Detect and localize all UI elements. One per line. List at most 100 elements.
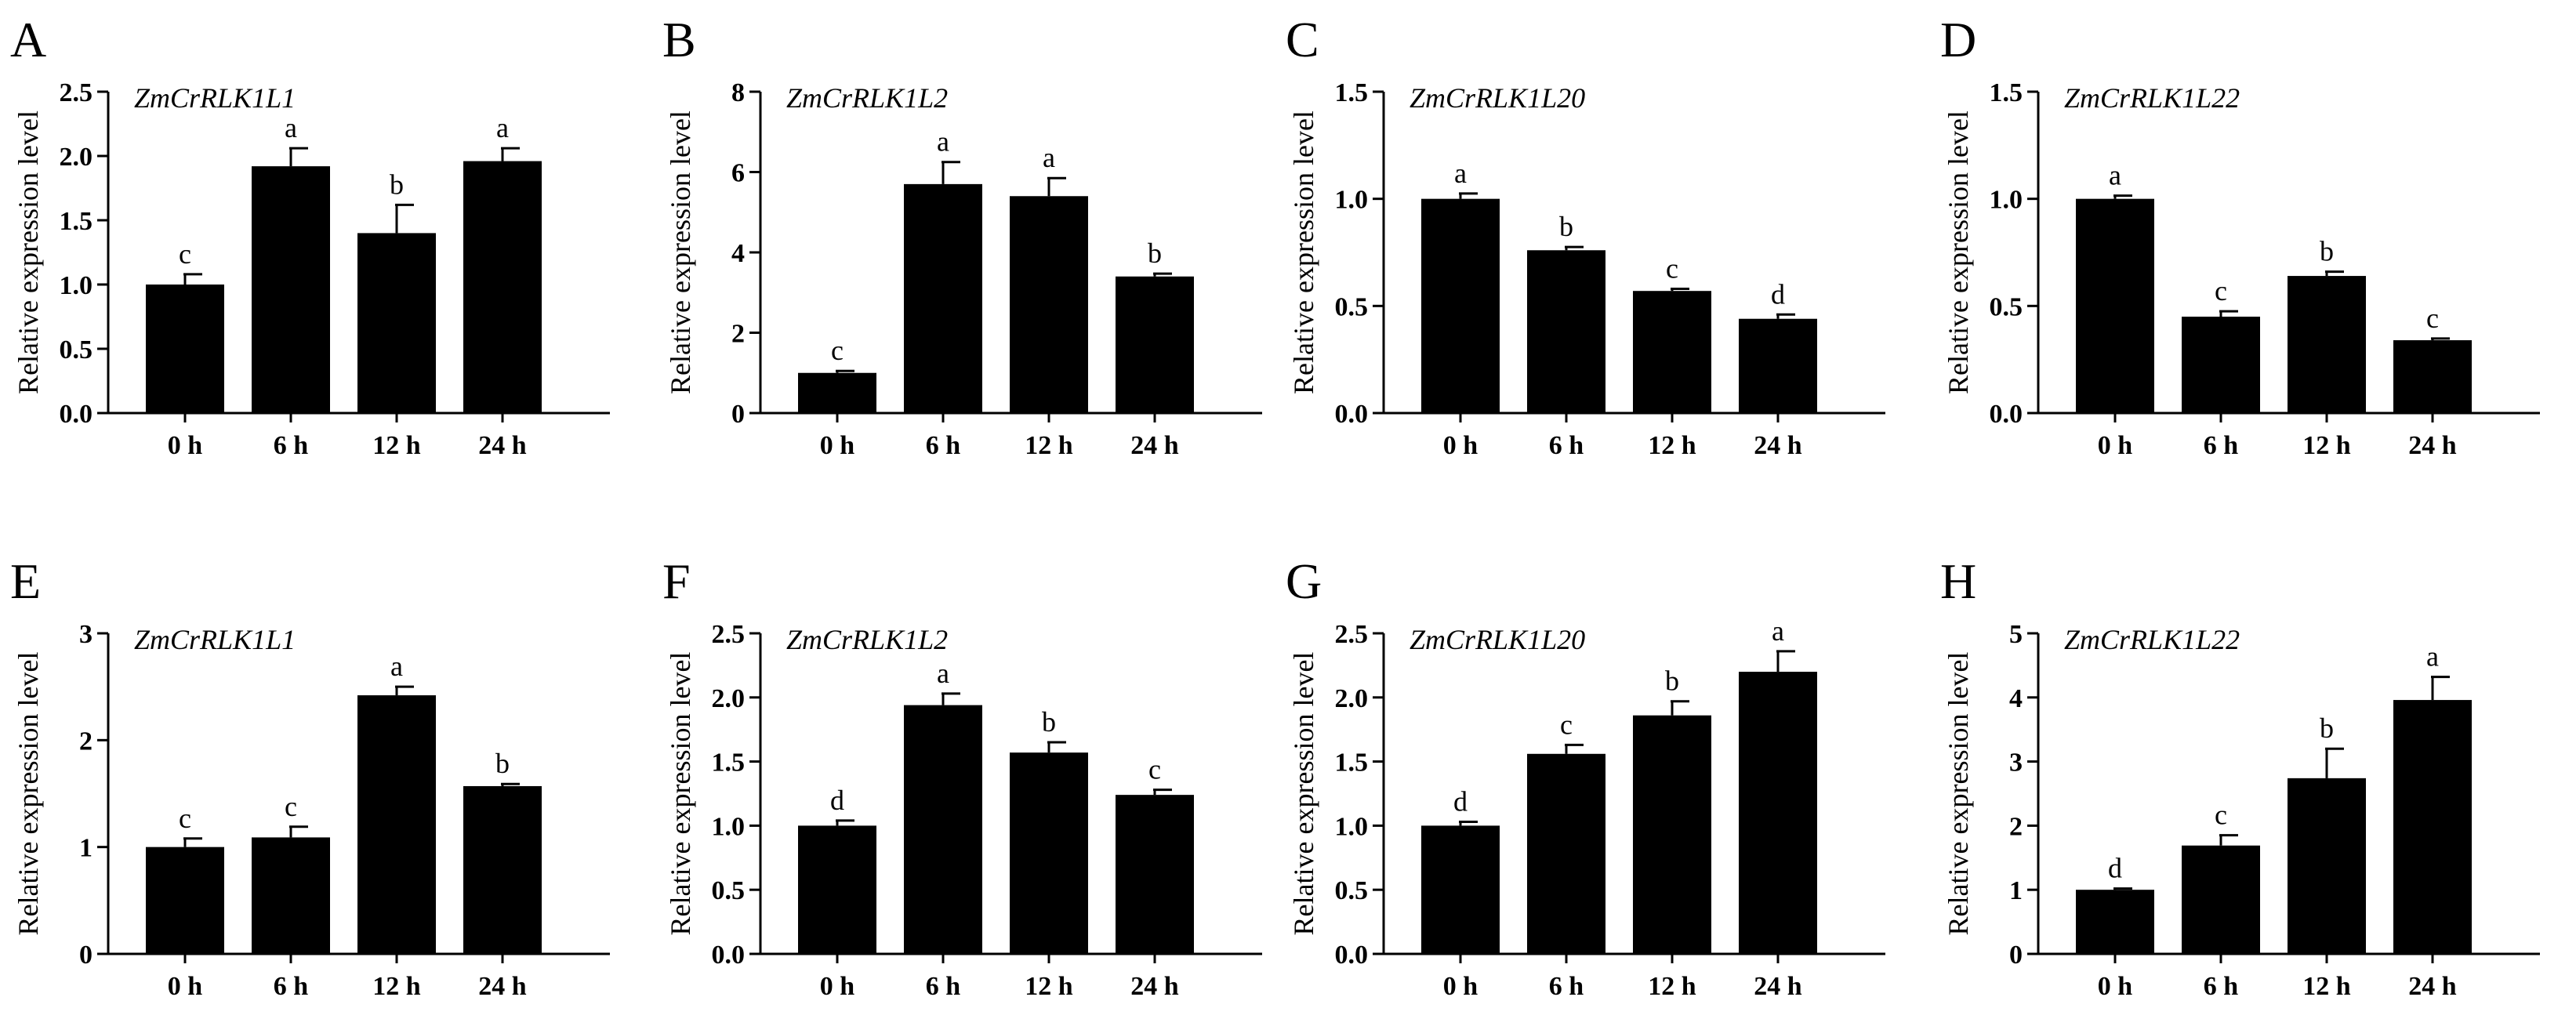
chart-panel-f: F ZmCrRLK1L2 Relative expression level 0.0 0… (662, 553, 1262, 1001)
x-tick-label: 24 h (1754, 431, 1802, 460)
significance-letter: a (1454, 158, 1467, 189)
significance-letter: d (2108, 853, 2122, 884)
x-tick-label: 24 h (1130, 972, 1179, 1001)
significance-letter: d (830, 785, 844, 816)
y-tick-label: 3 (79, 620, 93, 649)
bar (1010, 752, 1088, 954)
x-tick-label: 24 h (1754, 972, 1802, 1001)
bar (2393, 700, 2472, 954)
x-tick-label: 12 h (1025, 972, 1073, 1001)
significance-letter: b (1559, 211, 1573, 242)
y-tick-label: 0.5 (60, 335, 93, 364)
y-axis-label: Relative expression level (665, 111, 696, 394)
gene-title: ZmCrRLK1L22 (2064, 624, 2240, 655)
significance-letter: b (2320, 712, 2334, 744)
x-tick-label: 6 h (274, 972, 309, 1001)
y-tick-label: 4 (2009, 684, 2023, 713)
y-axis-label: Relative expression level (1288, 652, 1319, 936)
panel-letter: B (662, 12, 696, 67)
x-tick-label: 12 h (1648, 972, 1696, 1001)
x-tick-label: 0 h (2098, 431, 2133, 460)
bar (2288, 778, 2366, 954)
significance-letter: c (1666, 252, 1678, 284)
bar (463, 785, 542, 954)
bar (798, 825, 876, 954)
bar (357, 695, 436, 954)
x-tick-label: 6 h (2204, 972, 2239, 1001)
y-axis-label: Relative expression level (13, 652, 44, 936)
bar (1739, 672, 1817, 954)
bar (798, 372, 876, 413)
chart-panel-c: C ZmCrRLK1L20 Relative expression level 0.0… (1286, 12, 1885, 460)
bar (1633, 715, 1711, 954)
panel-letter: D (1940, 12, 1976, 67)
chart-panel-e: E ZmCrRLK1L1 Relative expression level 0 1 2 3… (10, 553, 610, 1001)
bar (1421, 825, 1500, 954)
panel-letter: C (1286, 12, 1319, 67)
y-tick-label: 2.0 (712, 684, 746, 713)
y-axis-label: Relative expression level (13, 111, 44, 394)
bar (357, 233, 436, 413)
x-tick-label: 6 h (1549, 431, 1584, 460)
chart-panel-d: D ZmCrRLK1L22 Relative expression level 0.0… (1940, 12, 2540, 460)
y-tick-label: 2 (731, 320, 745, 349)
x-tick-label: 24 h (1130, 431, 1179, 460)
x-tick-label: 12 h (1648, 431, 1696, 460)
y-tick-label: 1.0 (712, 812, 746, 841)
bar (252, 837, 330, 954)
x-tick-label: 6 h (926, 972, 961, 1001)
bar (1633, 291, 1711, 413)
significance-letter: a (2109, 160, 2121, 191)
chart-panel-a: A ZmCrRLK1L1 Relative expression level 0.0 0… (10, 12, 610, 460)
y-axis-label: Relative expression level (665, 652, 696, 936)
significance-letter: c (179, 238, 191, 270)
bar (1421, 198, 1500, 413)
y-tick-label: 2.0 (1335, 684, 1369, 713)
y-tick-label: 1.5 (1335, 749, 1369, 778)
x-tick-label: 12 h (1025, 431, 1073, 460)
y-tick-label: 2.5 (1335, 620, 1369, 649)
y-tick-label: 0.0 (1990, 400, 2023, 429)
bar (252, 166, 330, 413)
panel-letter: G (1286, 553, 1322, 609)
gene-title: ZmCrRLK1L22 (2064, 82, 2240, 114)
significance-letter: a (1043, 142, 1055, 173)
y-tick-label: 1.0 (1335, 812, 1369, 841)
y-tick-label: 1.5 (60, 207, 93, 236)
y-tick-label: 0.5 (712, 876, 746, 905)
significance-letter: a (937, 658, 949, 689)
x-tick-label: 6 h (1549, 972, 1584, 1001)
gene-title: ZmCrRLK1L1 (134, 82, 296, 114)
x-tick-label: 0 h (820, 431, 855, 460)
y-tick-label: 2.5 (60, 78, 93, 107)
bar (1116, 276, 1194, 413)
y-tick-label: 0 (2009, 941, 2023, 970)
significance-letter: d (1453, 785, 1468, 817)
significance-letter: c (2215, 799, 2227, 831)
y-tick-label: 3 (2009, 749, 2023, 778)
x-tick-label: 12 h (2302, 431, 2351, 460)
gene-title: ZmCrRLK1L1 (134, 624, 296, 655)
y-tick-label: 0 (731, 400, 745, 429)
y-tick-label: 2 (79, 727, 93, 756)
y-tick-label: 2.5 (712, 620, 746, 649)
significance-letter: b (1665, 665, 1679, 697)
bar (2076, 198, 2154, 413)
y-axis-label: Relative expression level (1943, 652, 1974, 936)
significance-letter: c (1148, 754, 1161, 785)
y-tick-label: 0.0 (712, 941, 746, 970)
panel-letter: E (10, 553, 41, 609)
y-tick-label: 1.0 (1335, 186, 1369, 215)
significance-letter: a (2426, 641, 2439, 673)
significance-letter: c (1560, 709, 1573, 740)
y-tick-label: 0 (79, 941, 93, 970)
bar (1527, 250, 1605, 413)
chart-panel-b: B ZmCrRLK1L2 Relative expression level 0 2 4 6… (662, 12, 1262, 460)
x-tick-label: 24 h (478, 972, 527, 1001)
y-tick-label: 0.5 (1335, 292, 1369, 321)
x-tick-label: 12 h (372, 431, 421, 460)
bar (2076, 890, 2154, 954)
bar (146, 847, 224, 954)
